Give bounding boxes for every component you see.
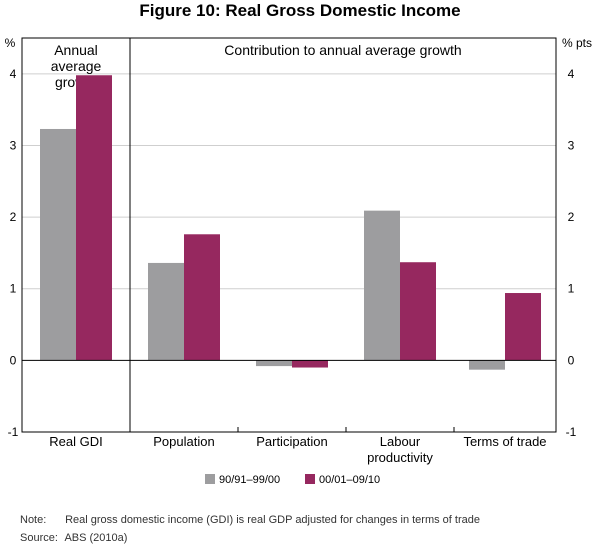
bar-s2-participation (292, 360, 328, 368)
bar-s2-real-gdi (76, 75, 112, 361)
source-label: Source: (20, 532, 58, 544)
note-line: Note: Real gross domestic income (GDI) i… (20, 514, 480, 526)
legend-label-1: 90/91–99/00 (219, 474, 280, 486)
y-tick-label-left: 4 (10, 67, 17, 81)
bar-s1-participation (256, 360, 292, 367)
legend-swatch-2 (305, 474, 315, 484)
category-label: Population (153, 434, 214, 449)
note-label: Note: (20, 514, 47, 526)
category-label: Participation (256, 434, 328, 449)
bar-s2-population (184, 234, 220, 361)
y-tick-label-left: 1 (10, 282, 17, 296)
y-tick-label-left: 0 (10, 353, 17, 367)
bar-s2-labour-productivity (400, 262, 436, 361)
chart: Figure 10: Real Gross Domestic Income% % … (5, 1, 592, 486)
panel-label-annual: average (51, 58, 102, 74)
category-label: Labour (380, 434, 421, 449)
chart-title: Figure 10: Real Gross Domestic Income (139, 1, 460, 20)
left-axis-unit: % (5, 36, 16, 50)
source-line: Source: ABS (2010a) (20, 532, 127, 544)
y-tick-label-right: -1 (566, 425, 577, 439)
bar-s1-population (148, 262, 184, 361)
y-tick-label-right: 2 (568, 210, 575, 224)
bar-s1-terms-of-trade (469, 360, 505, 370)
bar-s1-real-gdi (40, 128, 76, 361)
right-axis-unit: % pts (562, 36, 592, 50)
plot-frame (21, 37, 557, 433)
legend-label-2: 00/01–09/10 (319, 474, 380, 486)
y-tick-label-right: 3 (568, 138, 575, 152)
y-tick-label-left: -1 (8, 425, 19, 439)
bar-s2-terms-of-trade (505, 293, 541, 361)
category-label: Terms of trade (463, 434, 546, 449)
note-text: Real gross domestic income (GDI) is real… (65, 514, 480, 526)
y-tick-label-right: 1 (568, 282, 575, 296)
bar-s1-labour-productivity (364, 210, 400, 361)
category-label: Real GDI (49, 434, 102, 449)
y-tick-label-left: 3 (10, 138, 17, 152)
legend-swatch-1 (205, 474, 215, 484)
y-tick-label-right: 0 (568, 353, 575, 367)
panel-label-annual: Annual (54, 42, 98, 58)
y-tick-label-left: 2 (10, 210, 17, 224)
category-label: productivity (367, 450, 433, 465)
source-text: ABS (2010a) (64, 532, 128, 544)
y-tick-label-right: 4 (568, 67, 575, 81)
panel-label-contribution: Contribution to annual average growth (224, 42, 461, 58)
